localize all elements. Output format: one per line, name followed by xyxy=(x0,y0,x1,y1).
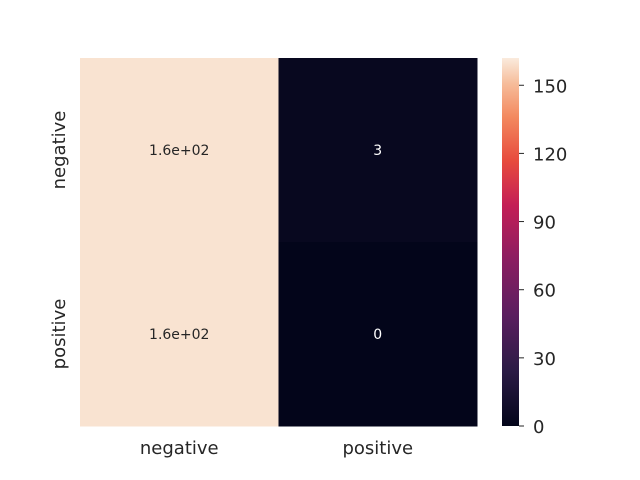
colorbar-tick-label: 120 xyxy=(533,144,567,165)
colorbar xyxy=(502,58,519,426)
colorbar-ticks: 0 30 60 90 120 150 xyxy=(519,76,567,438)
colorbar-tick-label: 60 xyxy=(533,281,556,302)
y-tick-label-negative: negative xyxy=(49,111,70,190)
cell-annotation-positive-negative: 1.6e+02 xyxy=(149,327,209,343)
colorbar-tick-label: 0 xyxy=(533,417,544,438)
colorbar-tick-label: 150 xyxy=(533,76,567,97)
y-tick-label-positive: positive xyxy=(49,299,70,370)
x-axis-tick-labels: negative positive xyxy=(140,438,413,459)
x-tick-label-negative: negative xyxy=(140,438,219,459)
heatmap-cells xyxy=(80,58,478,427)
x-tick-label-positive: positive xyxy=(342,438,413,459)
colorbar-tick-label: 30 xyxy=(533,349,556,370)
cell-annotation-positive-positive: 0 xyxy=(373,327,382,343)
cell-annotation-negative-positive: 3 xyxy=(373,143,382,159)
y-axis-tick-labels: negative positive xyxy=(49,111,70,370)
colorbar-tick-label: 90 xyxy=(533,213,556,234)
cell-annotation-negative-negative: 1.6e+02 xyxy=(149,143,209,159)
